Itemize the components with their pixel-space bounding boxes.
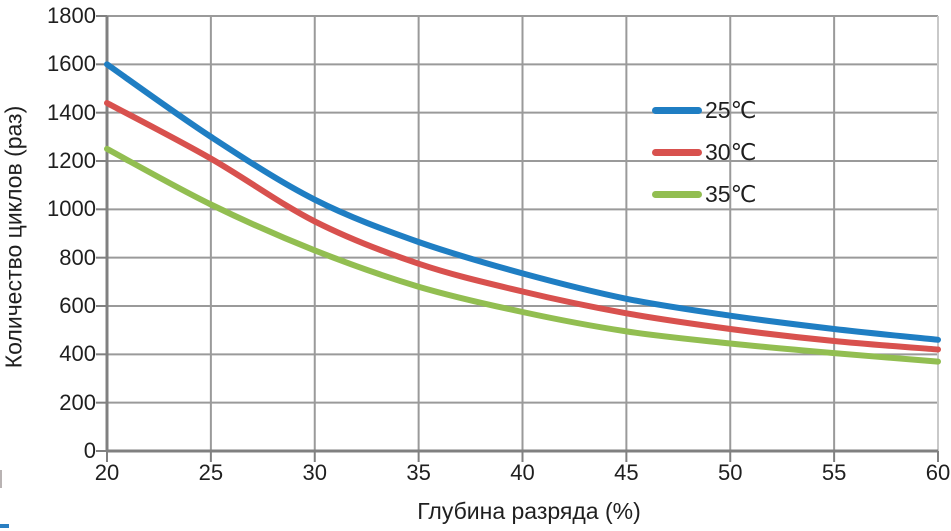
x-tick-label: 45 [614, 460, 639, 485]
bottom-left-artifact [0, 524, 9, 528]
y-tick-label: 800 [59, 244, 96, 270]
x-tick-label: 50 [718, 460, 743, 485]
x-tick-label: 30 [302, 460, 327, 485]
x-tick-label: 60 [925, 460, 951, 485]
legend-item-25c: 25℃ [652, 89, 756, 131]
y-tick-label: 1000 [47, 196, 96, 222]
series-line-25℃ [104, 61, 941, 343]
series-line-30℃ [104, 100, 941, 353]
y-tick-label: 200 [59, 389, 96, 415]
x-tick-label: 35 [406, 460, 431, 485]
legend-label-25c: 25℃ [705, 96, 757, 123]
x-axis-title: Глубина разряда (%) [417, 498, 641, 524]
legend-swatch-35c-line-icon [652, 190, 702, 198]
legend-swatch-25c-line-icon [652, 106, 702, 114]
legend-item-30c: 30℃ [652, 131, 756, 173]
y-axis-title: Количество циклов (раз) [0, 105, 27, 369]
left-edge-artifact [0, 470, 2, 488]
y-tick-label: 1400 [47, 99, 96, 125]
x-tick-label: 40 [510, 460, 535, 485]
y-tick-label: 0 [83, 438, 96, 463]
y-tick-label: 1200 [47, 148, 96, 173]
x-tick-label: 55 [821, 460, 847, 485]
legend-label-35c: 35℃ [705, 180, 757, 207]
y-tick-label: 1800 [47, 3, 96, 28]
y-tick-label: 400 [59, 341, 96, 367]
y-tick-label: 1600 [47, 51, 96, 77]
series-line-35℃ [104, 145, 941, 365]
legend-item-35c: 35℃ [652, 173, 756, 215]
legend-label-30c: 30℃ [705, 138, 757, 165]
legend: 25℃ 30℃ 35℃ [652, 89, 756, 215]
legend-swatch-30c-line-icon [652, 148, 702, 156]
x-tick-label: 25 [198, 460, 224, 485]
x-tick-label: 20 [94, 460, 120, 485]
y-tick-label: 600 [59, 293, 96, 318]
